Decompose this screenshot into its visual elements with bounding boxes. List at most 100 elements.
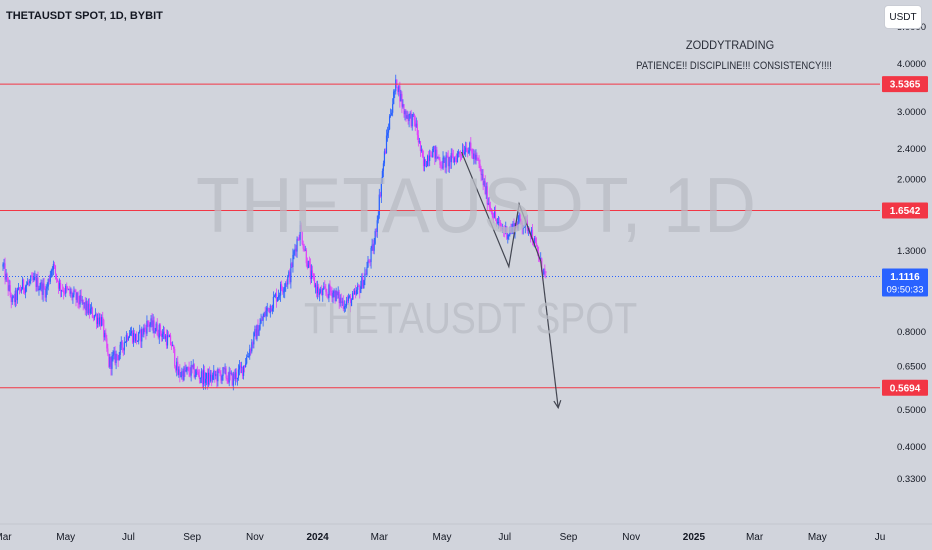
candle-body — [263, 312, 265, 317]
candle-body — [83, 302, 85, 305]
annotation-title[interactable]: ZODDYTRADING — [685, 38, 775, 52]
candle-body — [461, 149, 464, 156]
candle-body — [31, 276, 33, 278]
candle-body — [334, 291, 336, 302]
candle-body — [532, 242, 535, 246]
candle-body — [184, 367, 186, 372]
candle-body — [317, 286, 319, 294]
candle-body — [491, 212, 493, 218]
candle-body — [192, 364, 194, 368]
y-tick-label: 0.5000 — [897, 405, 926, 416]
candle-body — [235, 372, 237, 380]
candle-body — [241, 366, 244, 376]
candle-body — [212, 375, 214, 380]
candle-body — [321, 289, 323, 296]
candle-body — [351, 293, 354, 300]
candle-body — [67, 288, 69, 290]
candle-body — [496, 221, 499, 223]
candle-body — [26, 284, 28, 287]
candle-body — [146, 321, 148, 334]
candle-body — [517, 221, 519, 229]
candle-body — [71, 291, 73, 298]
candle-body — [35, 277, 37, 287]
x-tick-label: Nov — [246, 532, 264, 543]
candle-body — [173, 344, 175, 350]
candle-body — [393, 91, 395, 105]
candle-body — [265, 310, 267, 317]
candle-body — [77, 292, 79, 303]
candle-body — [52, 264, 54, 270]
candle-body — [27, 282, 29, 285]
candle-body — [223, 367, 225, 370]
candle-body — [472, 153, 474, 159]
candle-body — [441, 166, 443, 169]
candle-body — [34, 277, 36, 278]
candle-body — [42, 283, 44, 295]
y-tick-label: 2.4000 — [897, 144, 926, 155]
candle-body — [433, 145, 435, 149]
candle-body — [290, 263, 292, 283]
candle-body — [361, 276, 363, 287]
candle-body — [482, 174, 484, 186]
candle-body — [493, 211, 496, 218]
annotation-subtitle[interactable]: PATIENCE!! DISCIPLINE!!! CONSISTENCY!!!! — [636, 60, 832, 72]
candle-body — [248, 356, 250, 357]
candle-body — [534, 238, 537, 244]
candle-body — [167, 335, 170, 338]
candle-body — [292, 254, 294, 267]
currency-button[interactable]: USDT — [884, 5, 922, 29]
candle-body — [193, 364, 195, 378]
candle-body — [481, 174, 483, 176]
candle-body — [293, 251, 295, 255]
candle-body — [237, 369, 240, 378]
candle-body — [337, 291, 339, 296]
candle-body — [447, 156, 449, 167]
candle-body — [497, 221, 500, 223]
candle-body — [181, 370, 183, 376]
candle-body — [288, 271, 290, 277]
candle-body — [161, 333, 163, 337]
candle-body — [183, 367, 185, 380]
candle-body — [122, 347, 124, 351]
candle-body — [355, 291, 357, 295]
candle-body — [194, 374, 196, 378]
countdown-label: 09:50:33 — [887, 285, 924, 296]
candle-body — [136, 333, 138, 342]
candle-body — [375, 231, 377, 232]
candle-body — [500, 222, 502, 228]
candle-body — [397, 87, 399, 92]
candle-body — [127, 337, 130, 341]
candle-body — [399, 85, 401, 102]
candle-body — [196, 370, 198, 372]
candle-body — [341, 301, 343, 303]
y-tick-label: 4.0000 — [897, 59, 926, 70]
candle-body — [199, 378, 202, 380]
projection-arrow — [540, 261, 559, 408]
candle-body — [73, 290, 75, 295]
candle-body — [521, 223, 523, 229]
candle-body — [179, 369, 181, 377]
candle-body — [254, 329, 256, 333]
candle-body — [372, 244, 374, 251]
candle-body — [189, 372, 191, 376]
candle-body — [139, 330, 141, 333]
candle-body — [536, 243, 538, 247]
candle-body — [33, 277, 35, 281]
candle-body — [65, 285, 67, 294]
candle-body — [354, 291, 356, 295]
x-tick-label: Nov — [622, 532, 640, 543]
candle-body — [166, 335, 169, 346]
candle-body — [130, 331, 133, 334]
candle-body — [3, 263, 5, 265]
candle-body — [301, 231, 303, 245]
level-price-label: 3.5365 — [890, 80, 921, 91]
y-tick-label: 0.3300 — [897, 474, 926, 485]
candle-body — [116, 353, 118, 356]
symbol-title[interactable]: THETAUSDT SPOT, 1D, BYBIT — [6, 10, 163, 22]
candle-body — [44, 287, 46, 298]
candle-body — [114, 351, 116, 363]
candle-body — [458, 151, 461, 155]
candle-body — [326, 291, 328, 295]
